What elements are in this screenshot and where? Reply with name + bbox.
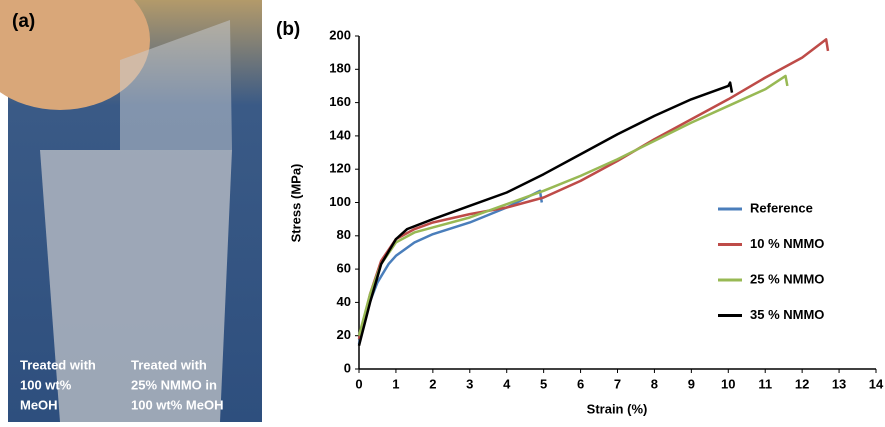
y-tick-label: 60	[337, 261, 351, 276]
panel-label: (b)	[276, 19, 300, 40]
series-line	[357, 74, 789, 337]
photo: (a) Treated with 100 wt% MeOH Treated wi…	[0, 0, 262, 422]
caption: 100 wt% MeOH	[131, 397, 223, 412]
x-tick-label: 8	[651, 376, 658, 391]
x-tick-label: 10	[721, 376, 735, 391]
caption: Treated with	[131, 357, 207, 372]
caption: 100 wt%	[20, 377, 72, 392]
y-tick-label: 140	[329, 127, 351, 142]
x-tick-label: 0	[355, 376, 362, 391]
x-tick-label: 14	[869, 376, 884, 391]
x-axis-label: Strain (%)	[587, 401, 648, 416]
series-line	[357, 38, 830, 340]
finger	[0, 0, 150, 110]
y-tick-label: 160	[329, 94, 351, 109]
x-tick-label: 2	[429, 376, 436, 391]
y-tick-label: 120	[329, 161, 351, 176]
x-tick-label: 5	[540, 376, 547, 391]
y-tick-label: 0	[344, 360, 351, 375]
series-line	[357, 81, 734, 346]
caption: 25% NMMO in	[131, 377, 217, 392]
x-tick-label: 6	[577, 376, 584, 391]
y-tick-label: 40	[337, 294, 351, 309]
legend-label: 35 % NMMO	[750, 307, 824, 322]
y-tick-label: 180	[329, 61, 351, 76]
legend-label: 25 % NMMO	[750, 271, 824, 286]
y-axis-label: Stress (MPa)	[288, 164, 303, 243]
panel-label: (a)	[12, 11, 35, 32]
caption: Treated with	[20, 357, 96, 372]
legend-label: Reference	[750, 200, 813, 215]
y-tick-label: 20	[337, 327, 351, 342]
legend-label: 10 % NMMO	[750, 236, 824, 251]
x-tick-label: 11	[758, 376, 772, 391]
x-tick-label: 13	[832, 376, 846, 391]
caption: MeOH	[20, 397, 58, 412]
y-tick-label: 80	[337, 227, 351, 242]
x-tick-label: 3	[466, 376, 473, 391]
x-tick-label: 4	[503, 376, 511, 391]
film-top	[120, 20, 232, 150]
x-tick-label: 7	[614, 376, 621, 391]
y-tick-label: 200	[329, 27, 351, 42]
x-tick-label: 12	[795, 376, 809, 391]
x-tick-label: 9	[688, 376, 695, 391]
y-tick-label: 100	[329, 194, 351, 209]
film	[40, 150, 232, 422]
x-tick-label: 1	[392, 376, 399, 391]
